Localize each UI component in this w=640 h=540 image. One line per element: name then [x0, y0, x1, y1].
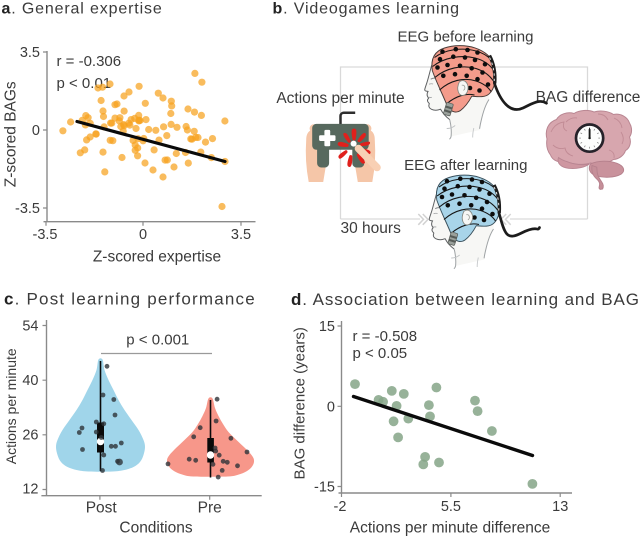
svg-text:Actions per minute difference: Actions per minute difference — [350, 520, 550, 537]
svg-text:-15: -15 — [314, 480, 335, 496]
svg-text:p < 0.001: p < 0.001 — [126, 332, 189, 349]
svg-text:d. Association between learnin: d. Association between learning and BAG — [291, 290, 640, 309]
svg-text:40: 40 — [22, 373, 38, 389]
svg-text:15: 15 — [319, 319, 335, 335]
svg-text:30 hours: 30 hours — [341, 220, 402, 237]
svg-text:p < 0.05: p < 0.05 — [353, 345, 408, 362]
svg-text:Z-scored BAGs: Z-scored BAGs — [3, 81, 20, 187]
svg-text:Conditions: Conditions — [119, 520, 192, 537]
svg-text:0: 0 — [32, 123, 40, 139]
svg-text:c. Post learning performance: c. Post learning performance — [4, 290, 256, 309]
svg-text:a. General expertise: a. General expertise — [2, 1, 163, 18]
svg-text:Post: Post — [86, 499, 118, 516]
svg-text:EEG after learning: EEG after learning — [404, 157, 527, 174]
svg-text:Actions per minute: Actions per minute — [3, 348, 19, 464]
svg-text:r = -0.508: r = -0.508 — [353, 328, 418, 345]
svg-text:0: 0 — [327, 399, 335, 415]
svg-text:12: 12 — [22, 481, 38, 497]
svg-text:BAG difference: BAG difference — [536, 89, 640, 106]
svg-text:BAG difference (years): BAG difference (years) — [292, 327, 309, 479]
svg-text:54: 54 — [22, 318, 38, 334]
svg-text:Actions per minute: Actions per minute — [276, 90, 404, 107]
svg-text:Z-scored expertise: Z-scored expertise — [93, 249, 221, 266]
svg-text:EEG before learning: EEG before learning — [398, 29, 534, 46]
svg-text:Pre: Pre — [198, 499, 222, 516]
svg-text:3.5: 3.5 — [231, 227, 251, 243]
svg-text:13: 13 — [552, 499, 568, 515]
svg-text:b. Videogames learning: b. Videogames learning — [273, 1, 460, 18]
svg-text:r = -0.306: r = -0.306 — [57, 53, 122, 70]
svg-text:-3.5: -3.5 — [33, 227, 58, 243]
svg-text:3.5: 3.5 — [20, 45, 40, 61]
svg-text:-2: -2 — [334, 499, 347, 515]
svg-text:0: 0 — [139, 227, 147, 243]
svg-text:26: 26 — [22, 428, 38, 444]
svg-text:5.5: 5.5 — [441, 499, 461, 515]
svg-text:-3.5: -3.5 — [15, 201, 40, 217]
